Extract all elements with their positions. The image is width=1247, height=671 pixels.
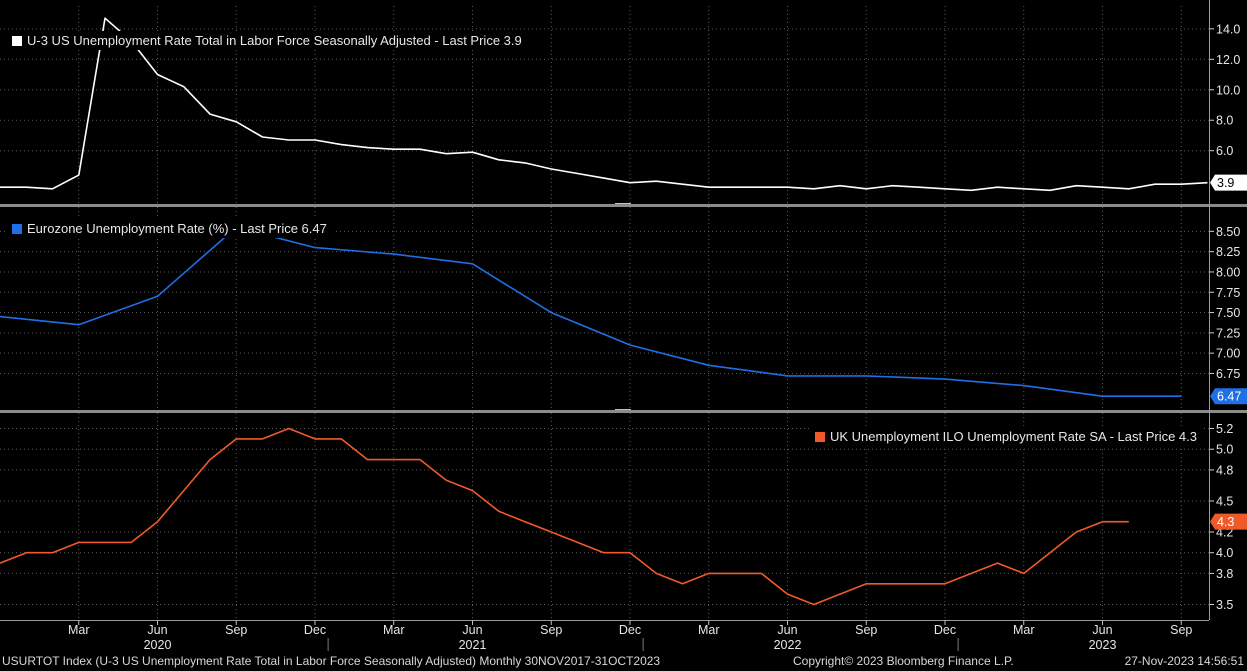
series-line-us: [0, 17, 1208, 192]
y-tick-label-us: 6.0: [1216, 144, 1233, 158]
y-tick-label-eu: 7.50: [1216, 306, 1240, 320]
y-tick-label-uk: 5.2: [1216, 422, 1233, 436]
legend-us: U-3 US Unemployment Rate Total in Labor …: [6, 31, 528, 50]
legend-eu: Eurozone Unemployment Rate (%) - Last Pr…: [6, 219, 333, 238]
x-tick-label: Jun: [147, 623, 167, 637]
footer-timestamp: 27-Nov-2023 14:56:51: [1124, 654, 1244, 668]
y-tick-label-uk: 4.5: [1216, 494, 1233, 508]
legend-swatch-eu: [12, 223, 22, 234]
x-tick-label: Dec: [304, 623, 326, 637]
legend-label-eu: Eurozone Unemployment Rate (%) - Last Pr…: [27, 221, 327, 236]
footer-bar: USURTOT Index (U-3 US Unemployment Rate …: [0, 652, 1247, 671]
x-tick-label: Sep: [855, 623, 877, 637]
y-tick-label-uk: 4.8: [1216, 463, 1233, 477]
last-price-value-us: 3.9: [1217, 176, 1234, 190]
legend-swatch-uk: [814, 431, 825, 442]
x-tick-label: Mar: [68, 623, 90, 637]
y-tick-label-eu: 6.75: [1216, 367, 1240, 381]
x-tick-label: Mar: [1013, 623, 1035, 637]
last-price-value-eu: 6.47: [1217, 390, 1241, 404]
y-tick-label-eu: 7.25: [1216, 326, 1240, 340]
y-tick-label-uk: 5.0: [1216, 443, 1233, 457]
x-tick-label: Sep: [1170, 623, 1192, 637]
y-tick-label-eu: 7.00: [1216, 347, 1240, 361]
x-year-label: 2023: [1089, 638, 1117, 652]
legend-label-us: U-3 US Unemployment Rate Total in Labor …: [27, 33, 522, 48]
legend-swatch-us: [12, 35, 22, 46]
y-tick-label-us: 10.0: [1216, 83, 1240, 97]
x-tick-label: Mar: [698, 623, 720, 637]
x-year-label: 2020: [144, 638, 172, 652]
last-price-tag-eu: [1210, 388, 1247, 405]
y-tick-label-eu: 7.75: [1216, 286, 1240, 300]
x-year-label: 2022: [774, 638, 802, 652]
legend-label-uk: UK Unemployment ILO Unemployment Rate SA…: [829, 429, 1197, 444]
series-line-uk: [0, 427, 1129, 606]
y-tick-label-eu: 8.25: [1216, 245, 1240, 259]
y-tick-label-us: 8.0: [1216, 114, 1233, 128]
last-price-tag-uk: [1210, 513, 1247, 530]
y-tick-label-us: 12.0: [1216, 53, 1240, 67]
last-price-value-uk: 4.3: [1217, 515, 1234, 529]
x-tick-label: Dec: [619, 623, 641, 637]
footer-copyright: Copyright© 2023 Bloomberg Finance L.P.: [793, 654, 1014, 668]
x-tick-label: Dec: [934, 623, 956, 637]
x-tick-label: Jun: [777, 623, 797, 637]
x-tick-label: Mar: [383, 623, 405, 637]
y-tick-label-uk: 3.5: [1216, 598, 1233, 612]
x-year-label: 2021: [459, 638, 487, 652]
y-tick-label-uk: 4.0: [1216, 546, 1233, 560]
y-tick-label-eu: 8.50: [1216, 225, 1240, 239]
footer-index-label: USURTOT Index (U-3 US Unemployment Rate …: [2, 654, 661, 668]
x-tick-label: Jun: [462, 623, 482, 637]
y-tick-label-eu: 8.00: [1216, 265, 1240, 279]
chart-background: [0, 0, 1247, 652]
last-price-tag-us: [1210, 174, 1247, 191]
y-tick-label-uk: 3.8: [1216, 567, 1233, 581]
series-line-eu: [0, 226, 1182, 398]
x-tick-label: Jun: [1092, 623, 1112, 637]
x-tick-label: Sep: [225, 623, 247, 637]
y-tick-label-us: 14.0: [1216, 22, 1240, 36]
legend-uk: UK Unemployment ILO Unemployment Rate SA…: [808, 427, 1203, 446]
x-tick-label: Sep: [540, 623, 562, 637]
